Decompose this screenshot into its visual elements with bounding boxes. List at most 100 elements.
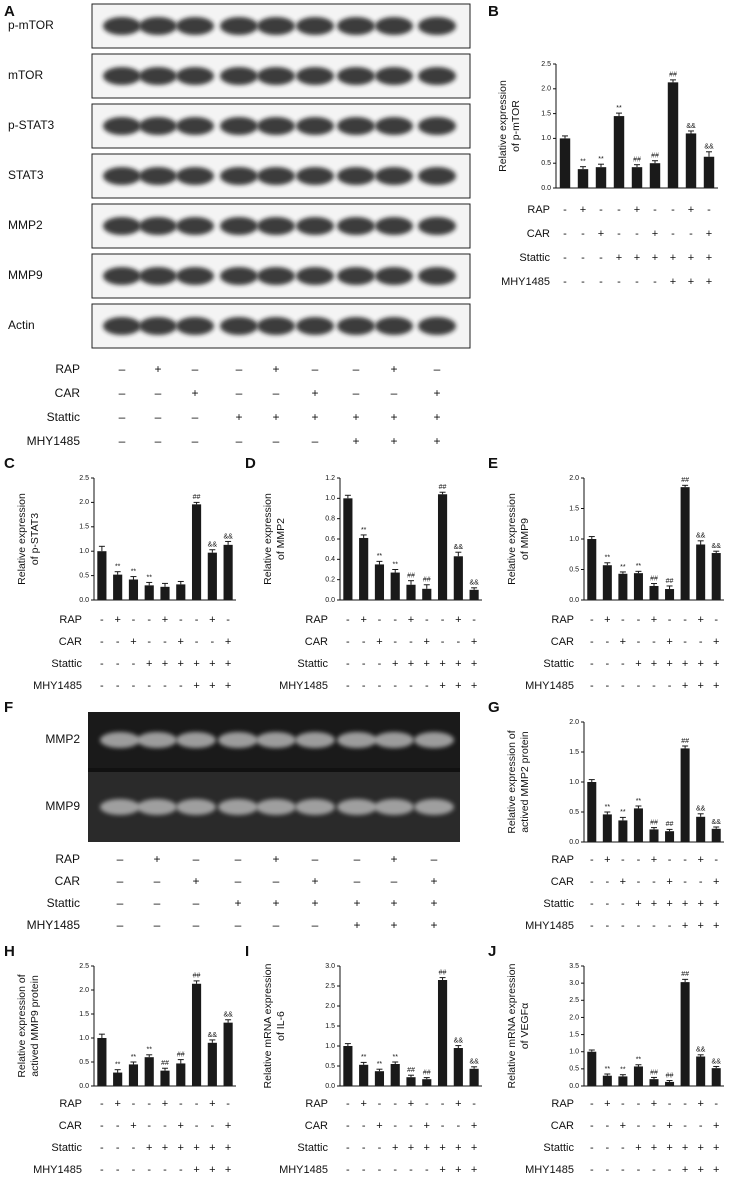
blot-band <box>296 267 334 285</box>
treatment-label: RAP <box>305 1098 328 1110</box>
significance-mark: ** <box>620 564 626 571</box>
treatment-label: Stattic <box>543 1142 574 1154</box>
gel-band <box>414 732 454 748</box>
y-tick-label: 2.0 <box>79 987 89 994</box>
y-axis-label: of IL-6 <box>275 1011 287 1041</box>
treatment-sign: - <box>689 228 693 240</box>
treatment-sign: - <box>195 636 199 648</box>
treatment-label: Stattic <box>543 658 574 670</box>
treatment-label: Stattic <box>51 1142 82 1154</box>
treatment-sign: - <box>132 658 136 670</box>
treatment-sign: + <box>430 874 437 888</box>
treatment-sign: + <box>635 658 641 670</box>
blot-label: Actin <box>8 318 35 332</box>
treatment-sign: + <box>682 920 688 932</box>
gel-band <box>137 799 177 815</box>
blot-label: p-STAT3 <box>8 118 55 132</box>
y-tick-label: 2.5 <box>79 963 89 970</box>
significance-mark: ** <box>377 1061 383 1068</box>
bar <box>469 589 479 600</box>
treatment-sign: + <box>666 1142 672 1154</box>
treatment-sign: + <box>209 658 215 670</box>
treatment-sign: - <box>590 636 594 648</box>
significance-mark: ## <box>407 1067 415 1074</box>
significance-mark: ** <box>636 798 642 805</box>
treatment-sign: + <box>439 658 445 670</box>
treatment-sign: + <box>471 658 477 670</box>
treatment-sign: - <box>210 1120 214 1132</box>
treatment-sign: + <box>666 636 672 648</box>
blot-band <box>103 67 141 85</box>
treatment-sign: – <box>192 434 199 448</box>
blot-band <box>176 17 214 35</box>
bar <box>160 1070 170 1086</box>
treatment-sign: + <box>424 636 430 648</box>
treatment-sign: + <box>162 614 168 626</box>
treatment-label: MHY1485 <box>27 918 81 932</box>
treatment-sign: - <box>195 1098 199 1110</box>
y-tick-label: 1.0 <box>569 1049 579 1056</box>
treatment-label: RAP <box>55 362 80 376</box>
panel-letter: E <box>488 455 498 472</box>
y-tick-label: 0.0 <box>569 1083 579 1090</box>
treatment-sign: + <box>682 1142 688 1154</box>
bar <box>602 1075 612 1086</box>
treatment-sign: – <box>273 918 280 932</box>
significance-mark: ## <box>650 575 658 582</box>
bar <box>649 829 659 842</box>
treatment-sign: - <box>378 1098 382 1110</box>
treatment-sign: - <box>362 658 366 670</box>
gel-band <box>176 732 216 748</box>
blot-band <box>257 267 295 285</box>
treatment-sign: - <box>653 276 657 288</box>
treatment-sign: + <box>471 1120 477 1132</box>
significance-mark: ** <box>605 555 611 562</box>
treatment-sign: + <box>682 658 688 670</box>
treatment-sign: - <box>563 252 567 264</box>
treatment-sign: - <box>605 680 609 692</box>
treatment-sign: - <box>590 614 594 626</box>
treatment-sign: + <box>390 434 397 448</box>
treatment-sign: + <box>604 614 610 626</box>
significance-mark: && <box>469 580 479 587</box>
y-tick-label: 0.5 <box>569 1066 579 1073</box>
treatment-sign: - <box>456 636 460 648</box>
bar <box>437 980 448 1086</box>
treatment-sign: + <box>352 410 359 424</box>
treatment-sign: + <box>178 1120 184 1132</box>
blot-label: MMP2 <box>8 218 43 232</box>
bar <box>374 1071 385 1086</box>
bar <box>711 828 721 842</box>
treatment-sign: + <box>225 658 231 670</box>
treatment-sign: – <box>236 434 243 448</box>
treatment-sign: + <box>682 1164 688 1176</box>
treatment-sign: – <box>312 918 319 932</box>
bar <box>587 539 597 600</box>
significance-mark: ## <box>681 971 689 978</box>
treatment-sign: - <box>621 920 625 932</box>
treatment-sign: - <box>472 614 476 626</box>
blot-band <box>375 67 413 85</box>
treatment-sign: - <box>605 1142 609 1154</box>
treatment-sign: - <box>179 614 183 626</box>
panel-letter: G <box>488 699 500 716</box>
treatment-sign: + <box>225 1120 231 1132</box>
treatment-sign: + <box>616 252 622 264</box>
y-tick-label: 0.5 <box>325 1063 335 1070</box>
significance-mark: && <box>704 144 714 151</box>
treatment-label: MHY1485 <box>279 1164 328 1176</box>
bar <box>618 573 628 600</box>
bar <box>113 574 123 600</box>
y-tick-label: 2.5 <box>541 61 551 68</box>
treatment-sign: – <box>236 386 243 400</box>
treatment-label: Stattic <box>519 252 550 264</box>
significance-mark: && <box>696 533 706 540</box>
treatment-sign: - <box>362 1142 366 1154</box>
treatment-sign: - <box>599 204 603 216</box>
treatment-sign: + <box>713 1120 719 1132</box>
treatment-sign: - <box>100 614 104 626</box>
treatment-sign: - <box>635 228 639 240</box>
treatment-sign: – <box>117 896 124 910</box>
treatment-sign: - <box>668 680 672 692</box>
blot-band <box>176 117 214 135</box>
